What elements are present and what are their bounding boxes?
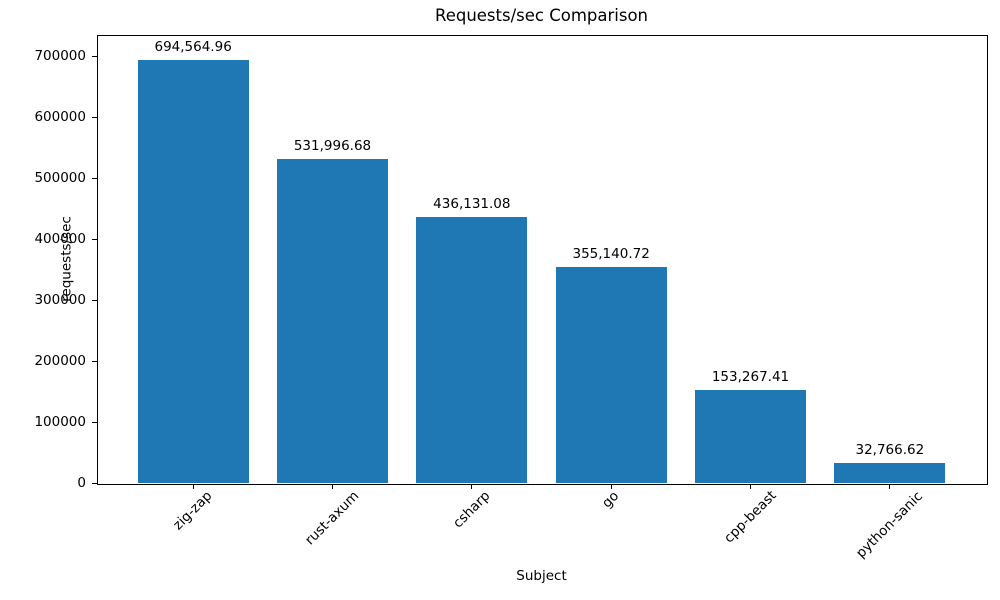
x-axis-label: Subject: [516, 568, 567, 584]
plot-area: [97, 35, 988, 485]
x-tick-label: rust-axum: [302, 487, 363, 549]
x-tick-label: python-sanic: [853, 487, 927, 561]
x-tick-mark: [192, 484, 194, 489]
y-tick-label: 0: [77, 475, 86, 491]
x-tick-mark: [889, 484, 891, 489]
bar-python-sanic: [834, 463, 946, 483]
y-tick-mark: [92, 482, 97, 484]
y-tick-label: 600000: [34, 109, 86, 126]
bar-value-label: 436,131.08: [433, 196, 511, 213]
y-tick-label: 400000: [34, 231, 86, 248]
y-tick-label: 300000: [34, 292, 86, 309]
x-tick-mark: [750, 484, 751, 489]
bar-value-label: 355,140.72: [572, 245, 650, 262]
y-tick-label: 500000: [34, 170, 86, 187]
x-tick-label: cpp-beast: [720, 488, 780, 547]
y-axis-label: requests/sec: [58, 216, 75, 302]
x-tick-label: zig-zap: [170, 487, 216, 534]
y-tick-mark: [92, 238, 97, 240]
x-tick-label: go: [599, 488, 623, 512]
bar-csharp: [416, 217, 528, 483]
chart-title: Requests/sec Comparison: [434, 6, 649, 25]
x-tick-mark: [471, 484, 473, 489]
y-tick-mark: [92, 55, 97, 57]
bar-value-label: 694,564.96: [154, 38, 232, 55]
bar-value-label: 531,996.68: [293, 137, 372, 154]
bar-rust-axum: [276, 158, 388, 483]
y-tick-mark: [92, 299, 97, 301]
bar-cpp-beast: [695, 389, 806, 483]
x-tick-label: csharp: [449, 487, 494, 532]
x-tick-mark: [610, 484, 612, 489]
y-tick-label: 200000: [34, 353, 86, 370]
bar-value-label: 153,267.41: [711, 368, 790, 385]
bar-go: [555, 266, 667, 483]
y-tick-mark: [92, 177, 97, 179]
bar-zig-zap: [137, 59, 249, 483]
y-tick-mark: [92, 421, 97, 423]
y-tick-mark: [92, 116, 97, 118]
y-tick-mark: [92, 360, 97, 362]
y-tick-label: 700000: [34, 48, 86, 65]
y-tick-label: 100000: [34, 414, 86, 431]
x-tick-mark: [331, 484, 333, 489]
bar-value-label: 32,766.62: [855, 442, 925, 459]
